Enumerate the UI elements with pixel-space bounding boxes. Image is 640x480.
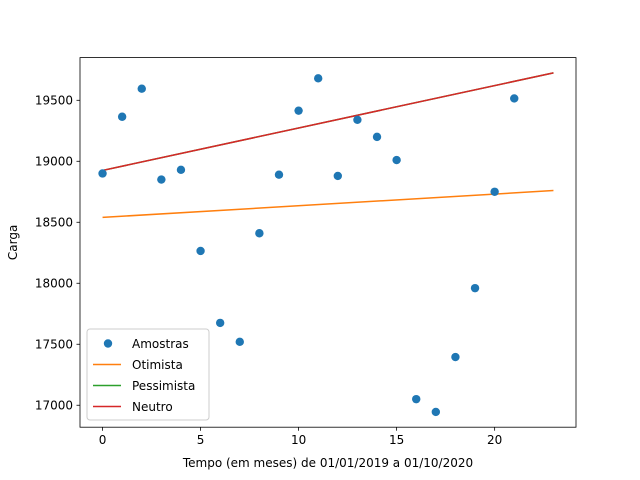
x-tick-label: 20 [487, 433, 502, 447]
y-tick-label: 18000 [35, 277, 73, 291]
legend-label-pessimista: Pessimista [132, 379, 195, 393]
data-point [157, 175, 166, 184]
data-point [470, 283, 480, 293]
y-axis-label: Carga [6, 225, 20, 260]
series-line-otimista [102, 189, 554, 219]
data-point [392, 155, 401, 165]
x-tick-label: 0 [99, 433, 107, 447]
data-point [372, 132, 382, 142]
data-point [490, 187, 499, 196]
data-point [215, 318, 225, 328]
legend: Amostras Otimista Pessimista Neutro [86, 328, 210, 421]
data-point [313, 74, 323, 83]
legend-marker-amostras [103, 339, 113, 348]
data-point [294, 106, 303, 115]
legend-label-amostras: Amostras [132, 337, 189, 351]
x-tick-label: 5 [197, 433, 205, 447]
series-line-neutro [102, 72, 554, 172]
ticks-layer: 0 5 10 15 20 17000 17500 18000 18500 19000 19500 [35, 94, 502, 448]
x-tick-label: 15 [389, 433, 404, 447]
legend-label-neutro: Neutro [132, 400, 173, 414]
plot-frame [79, 57, 577, 428]
data-point [176, 165, 186, 175]
y-tick-label: 17500 [35, 338, 73, 352]
data-point [235, 337, 244, 347]
data-point [274, 170, 284, 179]
data-point [431, 407, 441, 417]
legend-box [86, 328, 210, 421]
y-tick-label: 17000 [35, 399, 73, 413]
data-point [137, 84, 146, 93]
data-point [333, 171, 343, 181]
data-point [98, 169, 107, 178]
series-layer [98, 72, 554, 417]
data-point [510, 94, 519, 103]
x-axis-label: Tempo (em meses) de 01/01/2019 a 01/10/2… [182, 456, 473, 470]
y-tick-label: 18500 [35, 216, 73, 230]
data-point [353, 115, 362, 125]
y-tick-label: 19000 [35, 155, 73, 169]
legend-label-otimista: Otimista [132, 358, 183, 372]
y-tick-label: 19500 [35, 94, 73, 108]
data-point [451, 352, 460, 362]
data-point [117, 112, 127, 121]
data-point [412, 394, 421, 404]
x-tick-label: 10 [291, 433, 306, 447]
data-point [196, 246, 205, 256]
data-point [255, 229, 264, 238]
